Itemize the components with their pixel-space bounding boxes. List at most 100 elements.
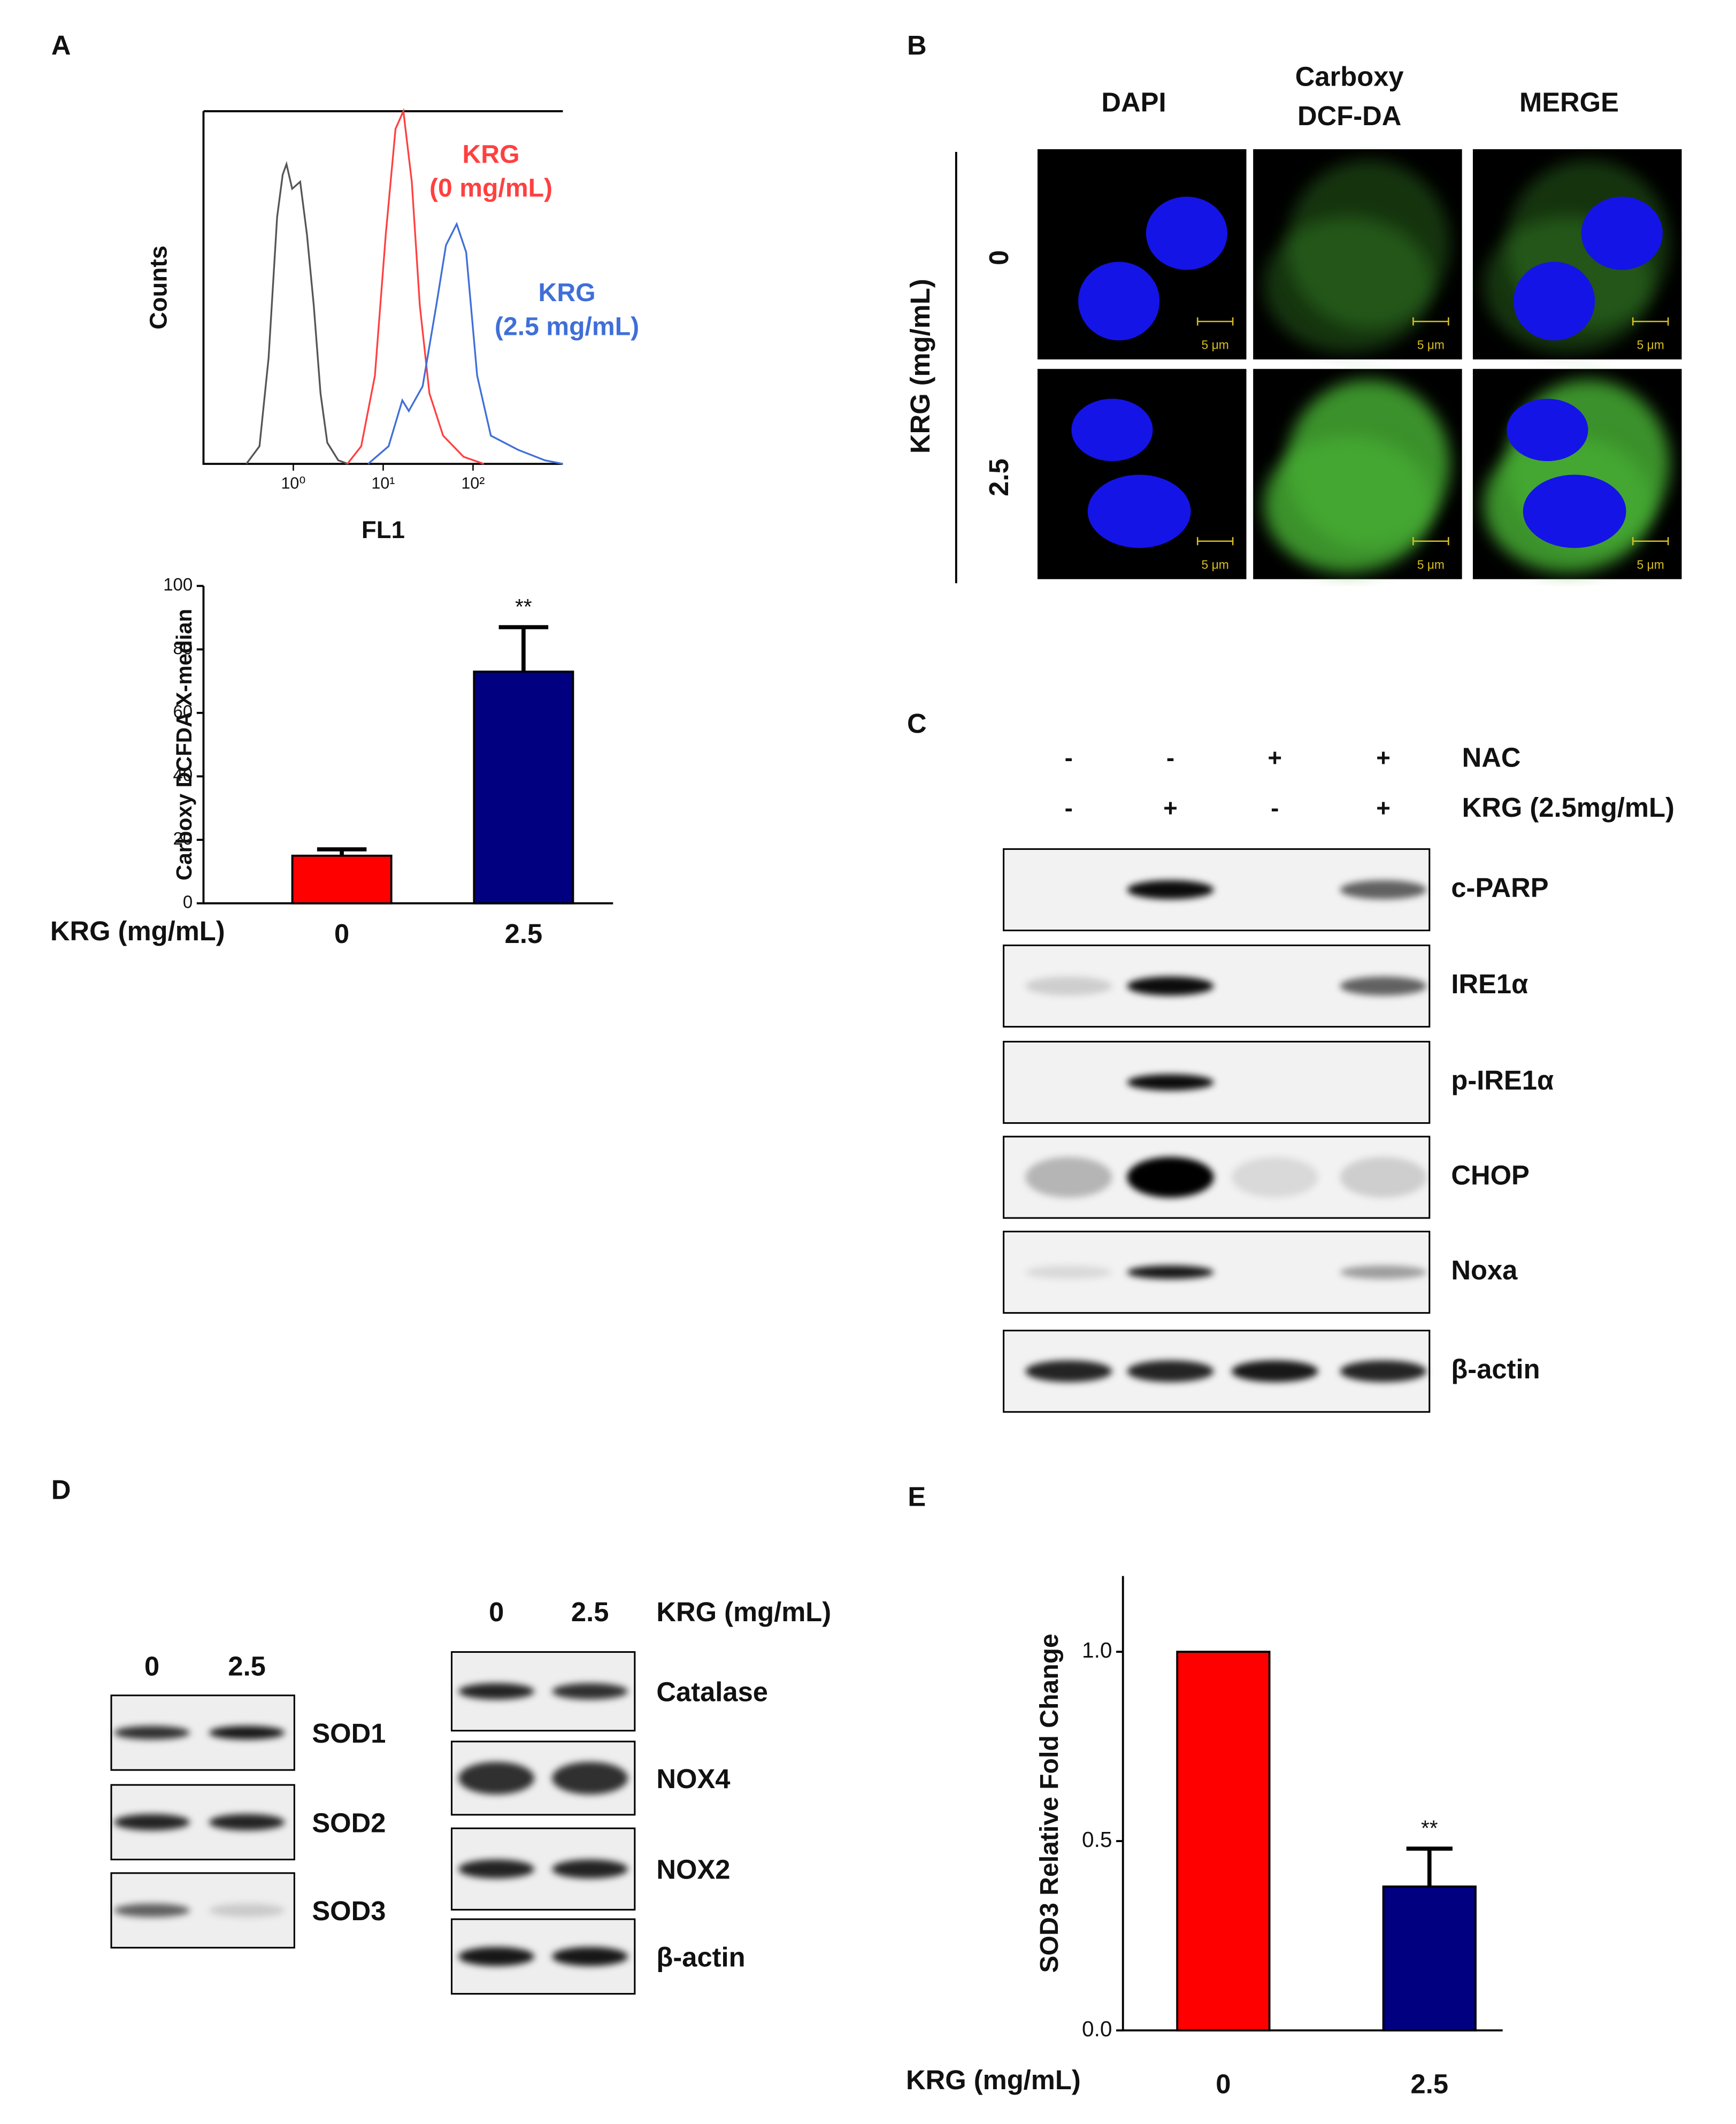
- band: [458, 1761, 535, 1795]
- x-tick-label: 10¹: [371, 474, 395, 492]
- scale-bar: [1196, 537, 1234, 546]
- protein-label: SOD1: [312, 1718, 386, 1749]
- band: [209, 1903, 285, 1918]
- error-bar: [1406, 1846, 1453, 1887]
- bar: [1176, 1651, 1271, 2031]
- band: [1340, 1157, 1427, 1198]
- y-tick-label: 80: [173, 638, 193, 658]
- nucleus: [1514, 262, 1595, 341]
- scale-bar: [1412, 537, 1449, 546]
- band: [1025, 1265, 1112, 1279]
- cytoplasm: [1264, 217, 1432, 353]
- significance: **: [1421, 1815, 1438, 1840]
- band: [1025, 1360, 1112, 1382]
- column-header: DCF-DA: [1297, 101, 1401, 131]
- blot: [451, 1740, 636, 1816]
- micrograph: 5 μm: [1472, 369, 1682, 579]
- condition-sign: -: [1065, 744, 1073, 771]
- band: [552, 1947, 628, 1966]
- band: [114, 1903, 190, 1918]
- blot: [1003, 944, 1431, 1028]
- y-axis-label: Counts: [144, 246, 172, 329]
- nucleus: [1078, 262, 1160, 341]
- nucleus: [1507, 398, 1588, 462]
- micrograph: 5 μm: [1037, 369, 1247, 579]
- band: [1025, 976, 1112, 996]
- nucleus: [1146, 196, 1227, 270]
- error-bar: [498, 625, 549, 672]
- nucleus: [1581, 196, 1663, 270]
- scale-bar: [1632, 537, 1669, 546]
- protein-label: NOX2: [656, 1854, 730, 1885]
- panel-label: D: [51, 1475, 71, 1505]
- blot-bg: [1003, 1040, 1431, 1124]
- bar: [473, 670, 574, 904]
- band: [1127, 976, 1214, 996]
- error-bar: [317, 847, 367, 856]
- band: [552, 1859, 628, 1879]
- x-tick-label: 0: [1216, 2068, 1231, 2099]
- band: [209, 1814, 285, 1831]
- band: [1025, 1157, 1112, 1198]
- series-label: (0 mg/mL): [429, 174, 552, 203]
- row-label: 2.5: [984, 458, 1014, 496]
- panel-label: B: [907, 30, 927, 60]
- band: [1340, 976, 1427, 996]
- condition-sign: +: [1268, 744, 1282, 771]
- blot: [110, 1784, 295, 1861]
- micrograph: 5 μm: [1253, 149, 1462, 359]
- histogram-line: [245, 160, 348, 465]
- panel-label: C: [907, 708, 927, 739]
- condition-sign: -: [1271, 794, 1279, 822]
- band: [1127, 1074, 1214, 1091]
- micrograph: 5 μm: [1037, 149, 1247, 359]
- protein-label: Noxa: [1451, 1255, 1518, 1285]
- lane-title: KRG (mg/mL): [656, 1597, 831, 1627]
- blot: [1003, 1330, 1431, 1413]
- band: [458, 1683, 535, 1700]
- condition-name: KRG (2.5mg/mL): [1462, 792, 1674, 823]
- protein-label: SOD3: [312, 1896, 386, 1926]
- micrograph: 5 μm: [1253, 369, 1462, 579]
- protein-label: IRE1α: [1451, 969, 1528, 999]
- y-tick-label: 1.0: [1082, 1638, 1112, 1662]
- protein-label: Catalase: [656, 1677, 768, 1707]
- protein-label: p-IRE1α: [1451, 1065, 1554, 1095]
- lane-label: 2.5: [571, 1597, 609, 1627]
- blot: [451, 1918, 636, 1995]
- significance: **: [515, 594, 532, 619]
- row-label: 0: [984, 250, 1014, 265]
- x-tick-label: 10²: [461, 474, 485, 492]
- blot: [451, 1651, 636, 1732]
- column-header: MERGE: [1519, 87, 1619, 118]
- series-label: KRG: [463, 140, 520, 168]
- scale-bar-label: 5 μm: [1202, 557, 1229, 571]
- condition-name: NAC: [1462, 742, 1521, 772]
- bar: [291, 854, 393, 904]
- scale-bar-label: 5 μm: [1202, 338, 1229, 352]
- condition-sign: +: [1376, 794, 1391, 822]
- y-tick-label: 0.5: [1082, 1827, 1112, 1852]
- nucleus: [1523, 474, 1626, 548]
- column-header: Carboxy: [1295, 61, 1404, 91]
- lane-label: 0: [144, 1651, 159, 1681]
- scale-bar-label: 5 μm: [1637, 557, 1664, 571]
- panel-label: E: [908, 1481, 926, 1512]
- x-axis-label: KRG (mg/mL): [50, 916, 225, 946]
- x-tick-label: 0: [334, 918, 349, 949]
- cytoplasm: [1264, 436, 1432, 573]
- band: [1127, 1360, 1214, 1382]
- band: [1231, 1360, 1318, 1382]
- band: [209, 1726, 285, 1740]
- band: [552, 1683, 628, 1700]
- band: [1127, 1157, 1214, 1198]
- condition-sign: +: [1376, 744, 1391, 771]
- x-tick-label: 2.5: [505, 918, 542, 949]
- y-axis-label: SOD3 Relative Fold Change: [1035, 1634, 1064, 1973]
- histogram-line: [367, 221, 563, 465]
- x-tick-label: 2.5: [1411, 2068, 1448, 2099]
- scale-bar-label: 5 μm: [1637, 338, 1664, 352]
- y-tick-label: 0.0: [1082, 2016, 1112, 2041]
- band: [114, 1814, 190, 1831]
